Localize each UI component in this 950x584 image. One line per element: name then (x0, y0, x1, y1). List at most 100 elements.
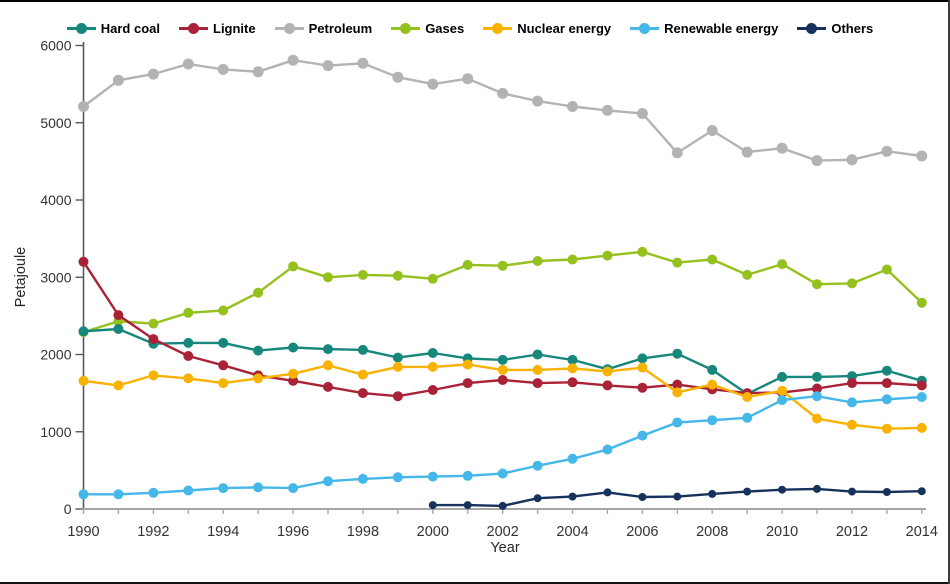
data-point-lignite (916, 380, 927, 391)
data-point-renewable-energy (218, 483, 229, 494)
legend-label: Lignite (213, 21, 256, 36)
data-point-renewable-energy (323, 476, 333, 487)
x-tick-label: 2000 (417, 524, 449, 540)
data-point-gases (218, 305, 229, 316)
data-point-nuclear-energy (567, 363, 578, 374)
data-point-renewable-energy (707, 415, 718, 426)
legend-marker-icon (483, 23, 513, 34)
legend-marker-icon (630, 23, 660, 34)
data-point-hard-coal (777, 371, 788, 382)
data-point-hard-coal (707, 364, 718, 375)
data-point-petroleum (322, 60, 334, 72)
data-point-others (568, 492, 577, 501)
data-point-hard-coal (427, 348, 438, 358)
data-point-nuclear-energy (847, 419, 857, 430)
data-point-petroleum (916, 150, 928, 162)
data-point-hard-coal (881, 365, 892, 376)
x-tick-label: 2012 (836, 524, 868, 540)
x-tick-label: 2008 (696, 524, 728, 540)
data-point-petroleum (532, 95, 544, 107)
data-point-gases (742, 269, 753, 280)
x-tick-label: 1990 (67, 524, 99, 540)
data-point-petroleum (252, 66, 264, 78)
data-point-gases (497, 260, 508, 271)
data-point-gases (637, 246, 648, 257)
window-border-top (0, 0, 950, 2)
legend-item-renewable-energy: Renewable energy (630, 21, 778, 36)
data-point-lignite (532, 378, 543, 389)
data-point-nuclear-energy (916, 422, 927, 433)
data-point-nuclear-energy (218, 378, 229, 389)
data-point-petroleum (427, 78, 439, 90)
data-point-renewable-energy (497, 468, 508, 479)
series-line-petroleum (82, 59, 923, 162)
data-point-nuclear-energy (602, 366, 613, 377)
x-tick-label: 1992 (137, 524, 169, 540)
x-tick-label: 2004 (556, 524, 588, 540)
x-tick-label: 2010 (766, 524, 798, 540)
data-point-lignite (812, 383, 822, 394)
data-point-lignite (462, 378, 473, 389)
data-point-renewable-energy (812, 391, 822, 402)
data-point-petroleum (217, 63, 229, 75)
legend-label: Renewable energy (664, 21, 779, 36)
series-line-renewable-energy (82, 395, 923, 496)
data-point-nuclear-energy (881, 423, 892, 434)
window-border-bottom (0, 582, 950, 584)
data-point-renewable-energy (637, 430, 648, 441)
x-tick-label: 1994 (207, 524, 239, 540)
data-point-petroleum (881, 145, 893, 157)
data-point-petroleum (567, 101, 578, 112)
data-point-nuclear-energy (78, 375, 89, 386)
data-point-renewable-energy (672, 417, 683, 428)
legend-label: Hard coal (100, 21, 160, 36)
data-point-others (533, 494, 542, 503)
data-point-petroleum (776, 142, 788, 154)
data-point-hard-coal (357, 344, 368, 355)
legend-item-hard-coal: Hard coal (66, 21, 160, 36)
data-point-nuclear-energy (672, 387, 683, 398)
data-point-hard-coal (672, 348, 683, 359)
data-point-gases (323, 272, 333, 283)
legend-item-nuclear-energy: Nuclear energy (483, 21, 611, 36)
legend-label: Others (831, 21, 874, 36)
data-point-petroleum (811, 155, 823, 167)
data-point-petroleum (78, 101, 89, 112)
data-point-lignite (113, 310, 124, 321)
data-point-gases (357, 269, 368, 280)
x-tick-label: 2006 (626, 524, 658, 540)
data-point-lignite (847, 378, 857, 389)
data-point-lignite (567, 377, 578, 388)
y-tick-label: 5000 (40, 115, 71, 131)
data-point-gases (916, 297, 927, 308)
data-point-nuclear-energy (183, 373, 194, 384)
data-point-renewable-energy (532, 460, 543, 471)
data-point-renewable-energy (357, 473, 368, 484)
data-point-gases (812, 279, 822, 290)
data-point-lignite (427, 385, 438, 395)
data-point-nuclear-energy (427, 361, 438, 372)
data-point-renewable-energy (148, 487, 159, 498)
legend-label: Gases (425, 21, 465, 36)
data-point-lignite (288, 375, 299, 386)
y-tick-label: 1000 (40, 424, 71, 440)
legend-marker-icon (797, 23, 827, 34)
data-point-nuclear-energy (148, 370, 159, 381)
data-point-petroleum (462, 73, 474, 85)
y-tick-label: 4000 (40, 192, 71, 208)
data-point-renewable-energy (602, 444, 613, 455)
data-point-petroleum (147, 68, 159, 80)
data-point-lignite (148, 334, 159, 345)
data-point-lignite (602, 380, 613, 391)
data-point-others (882, 488, 891, 496)
data-point-petroleum (182, 58, 194, 70)
data-point-nuclear-energy (497, 364, 508, 375)
x-tick-label: 2002 (487, 524, 519, 540)
data-point-lignite (357, 388, 368, 399)
data-point-gases (881, 264, 892, 275)
data-point-others (917, 487, 926, 496)
data-point-hard-coal (113, 324, 124, 334)
data-point-others (778, 485, 787, 494)
data-point-gases (567, 254, 578, 265)
